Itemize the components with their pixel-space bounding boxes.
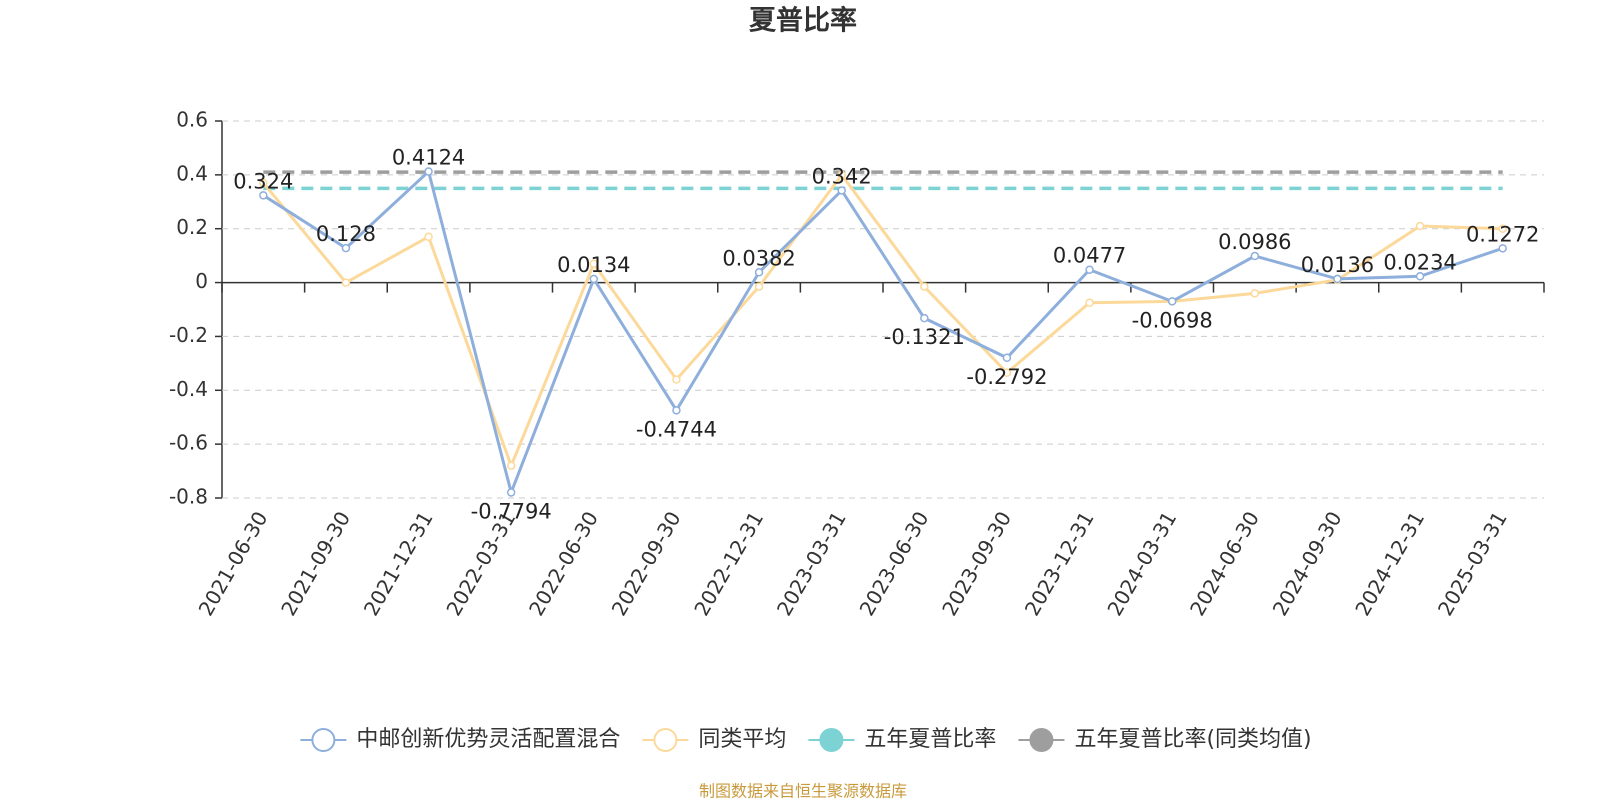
point bbox=[1250, 251, 1260, 261]
data-label: 0.0477 bbox=[1053, 244, 1126, 268]
series-line bbox=[262, 168, 1504, 498]
chart-title: 夏普比率 bbox=[749, 5, 857, 37]
point bbox=[1250, 289, 1260, 298]
data-label: 0.4124 bbox=[392, 146, 465, 170]
legend-marker bbox=[1029, 728, 1054, 752]
point bbox=[837, 186, 846, 195]
point bbox=[1333, 274, 1342, 284]
x-tick-label: 2024-03-31 bbox=[1102, 507, 1181, 620]
x-tick-label: 2023-09-30 bbox=[937, 507, 1016, 620]
series-line bbox=[262, 172, 1503, 470]
point bbox=[341, 278, 351, 287]
point bbox=[1002, 353, 1012, 363]
point bbox=[1498, 244, 1507, 253]
x-tick-label: 2023-06-30 bbox=[855, 507, 934, 620]
x-tick-label: 2021-12-31 bbox=[359, 507, 438, 620]
data-label: 0.0234 bbox=[1383, 250, 1456, 274]
data-label: 0.0986 bbox=[1218, 230, 1291, 254]
point bbox=[1167, 297, 1177, 306]
point bbox=[754, 282, 764, 291]
legend-marker bbox=[653, 728, 678, 752]
y-tick-label: -0.2 bbox=[169, 323, 208, 347]
x-tick-label: 2023-12-31 bbox=[1020, 507, 1099, 620]
x-tick-label: 2022-09-30 bbox=[607, 507, 686, 620]
x-tick-label: 2022-12-31 bbox=[689, 507, 768, 620]
point bbox=[1085, 298, 1094, 308]
x-tick-label: 2024-09-30 bbox=[1268, 507, 1347, 620]
data-label: -0.4744 bbox=[636, 417, 717, 441]
point bbox=[341, 243, 351, 253]
legend-label: 五年夏普比率(同类均值) bbox=[1074, 727, 1311, 752]
point bbox=[1085, 265, 1094, 274]
legend-item: 中邮创新优势灵活配置混合 bbox=[300, 727, 620, 752]
data-label: -0.0698 bbox=[1132, 308, 1213, 332]
point bbox=[920, 313, 929, 323]
legend-label: 中邮创新优势灵活配置混合 bbox=[356, 727, 620, 752]
legend-label: 五年夏普比率 bbox=[864, 727, 996, 752]
legend-label: 同类平均 bbox=[698, 727, 786, 752]
x-tick-label: 2023-03-31 bbox=[772, 507, 851, 620]
point bbox=[506, 488, 516, 497]
point bbox=[1498, 224, 1507, 233]
data-label: 0.324 bbox=[233, 169, 293, 193]
y-tick-label: -0.6 bbox=[169, 431, 208, 455]
point bbox=[920, 282, 929, 291]
data-label: 0.0382 bbox=[722, 246, 795, 270]
data-label: 0.1272 bbox=[1466, 222, 1539, 246]
x-tick-label: 2021-06-30 bbox=[194, 507, 273, 620]
data-label: 0.0134 bbox=[557, 253, 630, 277]
point bbox=[424, 232, 433, 242]
data-label: -0.2792 bbox=[966, 365, 1047, 389]
point bbox=[1415, 221, 1425, 231]
point bbox=[1415, 272, 1425, 281]
x-tick-label: 2025-03-31 bbox=[1433, 507, 1512, 620]
y-tick-label: 0 bbox=[195, 269, 208, 293]
point bbox=[837, 170, 846, 180]
point bbox=[672, 406, 681, 415]
y-tick-label: 0.6 bbox=[176, 108, 208, 132]
x-tick-label: 2022-03-31 bbox=[441, 507, 520, 620]
point bbox=[754, 268, 764, 277]
data-label: 0.0136 bbox=[1301, 253, 1374, 277]
legend-item: 同类平均 bbox=[642, 727, 786, 752]
x-tick-label: 2024-06-30 bbox=[1185, 507, 1264, 620]
data-label: -0.7794 bbox=[471, 499, 552, 523]
data-label: -0.1321 bbox=[884, 325, 965, 349]
y-tick-label: -0.4 bbox=[169, 377, 208, 401]
point bbox=[259, 178, 268, 188]
point bbox=[424, 167, 433, 176]
x-tick-label: 2021-09-30 bbox=[276, 507, 355, 620]
data-label: 0.342 bbox=[812, 164, 872, 188]
legend-item: 五年夏普比率(同类均值) bbox=[1018, 727, 1312, 752]
x-tick-label: 2022-06-30 bbox=[524, 507, 603, 620]
point bbox=[589, 274, 599, 284]
data-label: 0.128 bbox=[316, 222, 376, 246]
y-tick-label: 0.2 bbox=[176, 215, 208, 239]
legend-marker bbox=[311, 728, 336, 752]
point bbox=[589, 259, 599, 268]
point bbox=[672, 375, 681, 384]
source-note: 制图数据来自恒生聚源数据库 bbox=[699, 782, 907, 800]
legend-marker bbox=[819, 728, 844, 752]
point bbox=[506, 461, 516, 470]
x-tick-label: 2024-12-31 bbox=[1350, 507, 1429, 620]
point bbox=[259, 191, 268, 200]
point bbox=[1002, 368, 1012, 378]
y-tick-label: -0.8 bbox=[169, 485, 208, 509]
legend-item: 五年夏普比率 bbox=[808, 727, 996, 752]
y-tick-label: 0.4 bbox=[176, 161, 208, 185]
legend: 中邮创新优势灵活配置混合 同类平均 五年夏普比率 五年夏普比率(同类均值) bbox=[300, 727, 1312, 752]
